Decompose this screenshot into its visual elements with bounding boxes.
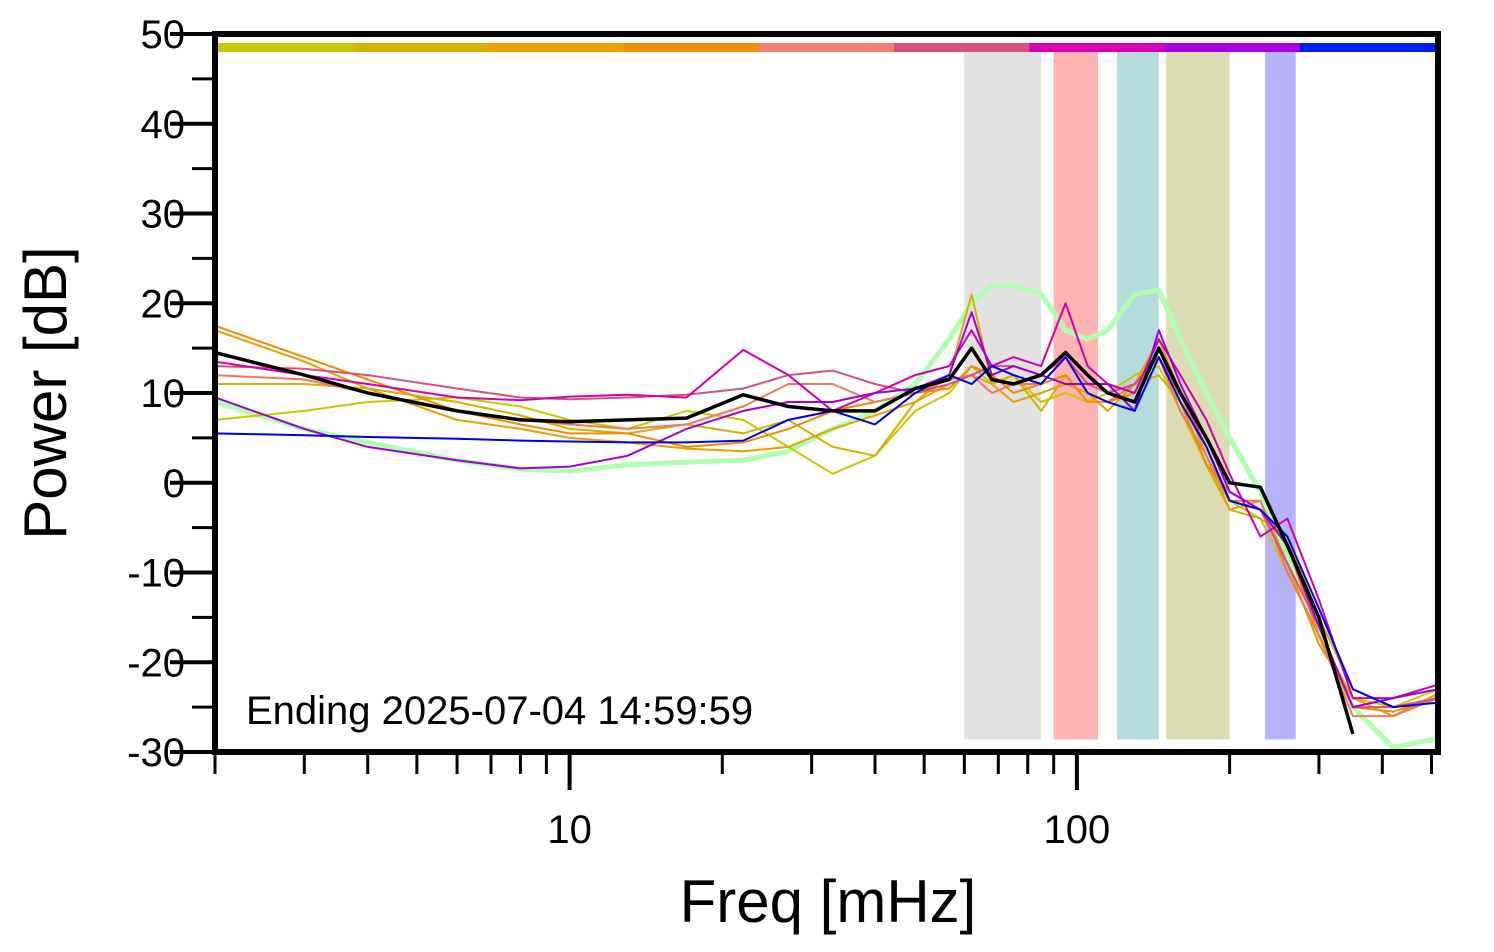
color-bar-segment <box>758 43 895 52</box>
y-tick-label: 20 <box>141 282 186 326</box>
y-tick-label: 0 <box>163 462 185 506</box>
y-tick-label: 40 <box>141 103 186 147</box>
color-bar-segment <box>218 43 354 52</box>
y-tick-label: -20 <box>127 641 185 685</box>
color-bar-segment <box>1164 43 1301 52</box>
band <box>1265 49 1296 740</box>
x-tick-label: 10 <box>547 808 592 852</box>
color-bar-segment <box>1029 43 1166 52</box>
series-line <box>215 293 1438 709</box>
color-bar-segment <box>623 43 760 52</box>
x-axis-label: Freq [mHz] <box>680 868 977 935</box>
color-bar <box>218 43 1436 52</box>
lines <box>215 282 1438 750</box>
color-bar-segment <box>1299 43 1436 52</box>
x-tick-label: 100 <box>1044 808 1111 852</box>
annotation: Ending 2025-07-04 14:59:59 <box>246 689 753 733</box>
y-axis-label: Power [dB] <box>12 246 79 539</box>
color-bar-segment <box>894 43 1030 52</box>
y-tick-label: -10 <box>127 552 185 596</box>
series-line <box>215 346 1355 735</box>
series-line <box>215 282 1438 750</box>
color-bar-segment <box>488 43 625 52</box>
series-line <box>215 356 1438 718</box>
y-tick-label: 50 <box>141 13 186 57</box>
series-line <box>215 356 1438 709</box>
y-tick-label: 30 <box>141 193 186 237</box>
y-tick-label: 10 <box>141 372 186 416</box>
series-line <box>215 302 1438 700</box>
series-line <box>215 329 1438 718</box>
color-bar-segment <box>353 43 489 52</box>
y-tick-label: -30 <box>127 731 185 775</box>
